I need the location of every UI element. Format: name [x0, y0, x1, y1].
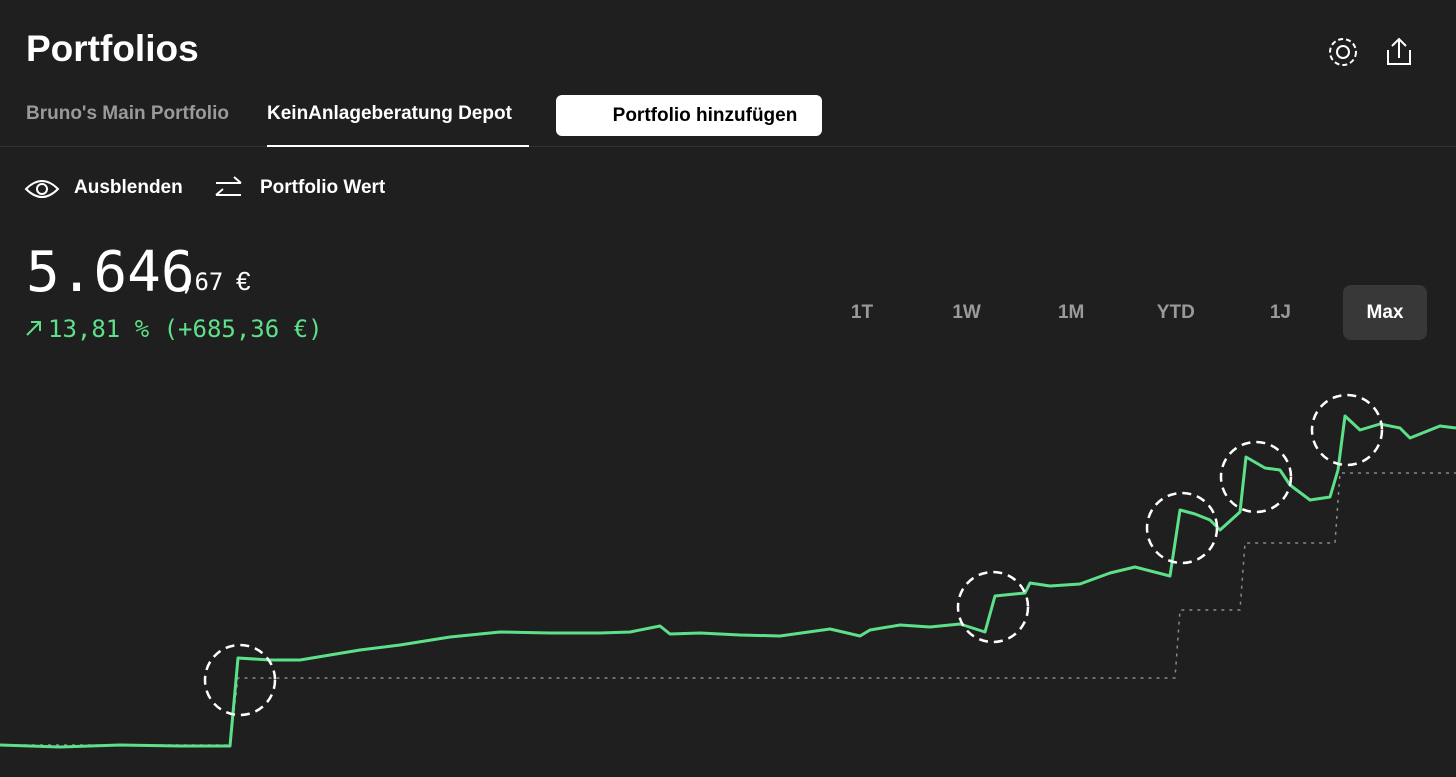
range-button[interactable]: 1T [850, 301, 874, 323]
currency: € [236, 266, 251, 296]
invested-line [0, 472, 1456, 746]
icons [24, 37, 1411, 336]
highlight-circles [203, 393, 1384, 717]
page-title: Portfolios [26, 28, 199, 69]
portfolio-value: 5.646 [26, 240, 195, 305]
portfolio-decimals: ,67 [180, 268, 224, 296]
range-button[interactable]: Max [1343, 285, 1427, 340]
divider [0, 146, 1456, 147]
range-button[interactable]: YTD [1156, 301, 1195, 323]
tab[interactable]: Bruno's Main Portfolio [26, 103, 229, 124]
value-line [0, 414, 1456, 749]
performance: 13,81 % (+685,36 €) [48, 315, 323, 343]
range-button[interactable]: 1W [952, 301, 981, 323]
range-button[interactable]: 1M [1057, 301, 1085, 323]
add-portfolio-button[interactable]: Portfolio hinzufügen [556, 95, 822, 136]
tab[interactable]: KeinAnlageberatung Depot [267, 103, 512, 124]
value-toggle[interactable]: Portfolio Wert [260, 177, 386, 198]
tab-underline [267, 145, 529, 147]
button-label: Portfolio hinzufügen [612, 104, 798, 126]
hide-toggle[interactable]: Ausblenden [74, 177, 183, 198]
range-button[interactable]: 1J [1269, 301, 1291, 323]
